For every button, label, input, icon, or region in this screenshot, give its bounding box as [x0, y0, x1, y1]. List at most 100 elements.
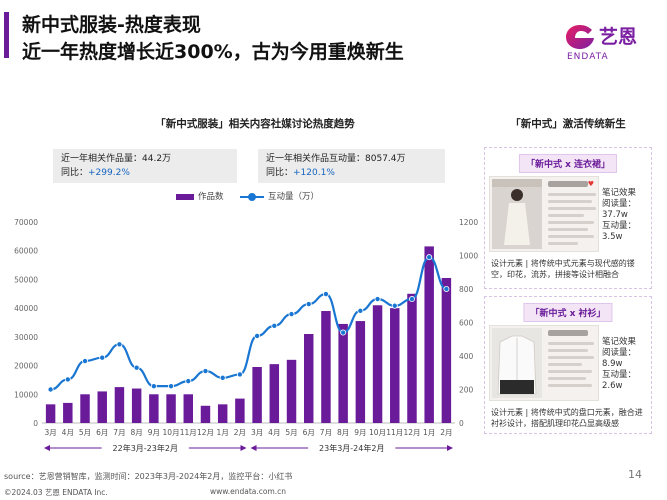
bar-mark [80, 394, 90, 423]
x-tick-label: 3月 [251, 428, 263, 437]
interaction-value: 3.5w [602, 232, 623, 242]
line-point [288, 311, 295, 318]
shirt-photo-icon [492, 328, 542, 398]
page-number: 14 [628, 468, 642, 481]
line-point [150, 383, 157, 390]
kpi-interaction-value: 8057.4万 [365, 154, 406, 164]
y-left-tick-label: 50000 [14, 275, 38, 284]
x-tick-label: 11月 [386, 428, 403, 437]
x-tick-label: 10月 [369, 428, 386, 437]
x-tick-label: 8月 [337, 428, 349, 437]
note-text-line [548, 349, 588, 352]
line-point [116, 341, 123, 348]
line-point [443, 286, 450, 293]
kpi-works-value: 44.2万 [142, 154, 172, 164]
note-text-line [548, 370, 592, 373]
interaction-label: 互动量： [602, 221, 637, 231]
line-point [426, 254, 433, 261]
y-left-tick-label: 20000 [14, 362, 38, 371]
endata-logo: 艺恩 ENDATA [563, 18, 663, 66]
card-tag: 「新中式 x 衬衫」 [523, 303, 613, 322]
stats-title: 笔记效果 [602, 188, 637, 198]
note-text-line [548, 242, 578, 245]
card-tag: 「新中式 x 连衣裙」 [518, 154, 618, 173]
bar-mark [321, 311, 331, 423]
note-text-line [548, 214, 584, 217]
x-tick-label: 1月 [423, 428, 435, 437]
legend-bar: 作品数 [176, 190, 224, 202]
line-point [357, 307, 364, 314]
logo-text-en: ENDATA [567, 52, 609, 62]
interaction-label: 互动量： [602, 370, 637, 380]
note-text-line [548, 356, 594, 359]
title-accent-bar [4, 12, 9, 58]
note-text-line [548, 228, 588, 231]
note-text-line [548, 363, 582, 366]
bar-mark [303, 333, 314, 423]
line-point [305, 301, 312, 308]
line-point [254, 332, 261, 339]
heart-icon: ♥ [587, 180, 594, 188]
bar-mark [131, 388, 142, 423]
x-tick-label: 2月 [440, 428, 452, 437]
bar-mark [390, 308, 400, 423]
line-point [374, 296, 381, 303]
line-point [340, 329, 347, 336]
x-tick-label: 1月 [217, 428, 229, 437]
line-point [408, 296, 415, 303]
note-text-line [548, 200, 592, 203]
bar-mark [424, 246, 434, 423]
side-card-dress: 「新中式 x 连衣裙」 ♥ 笔记效果 阅读量： 37.7w 互动量： 3.5w … [484, 147, 652, 289]
line-point [168, 383, 175, 390]
website-url: www.endata.com.cn [210, 487, 287, 496]
bar-mark [355, 321, 366, 423]
card-description: 设计元素 | 将传统中式元素与现代感的镂空，印花，流苏，拼接等设计相融合 [491, 259, 635, 279]
bar-mark [45, 404, 56, 423]
x-tick-label: 7月 [320, 428, 332, 437]
bar-mark [217, 404, 228, 423]
dress-photo-icon [492, 179, 542, 249]
bar-mark [441, 277, 452, 423]
kpi-works-yoy: +299.2% [88, 168, 130, 178]
bar-mark [200, 405, 211, 423]
bar-mark [286, 359, 297, 423]
period-arrow-right [240, 445, 247, 451]
x-tick-label: 7月 [113, 428, 125, 437]
y-left-tick-label: 70000 [14, 218, 38, 227]
legend-line-swatch [240, 192, 264, 202]
x-tick-label: 3月 [44, 428, 56, 437]
note-text-line [548, 235, 594, 238]
period-label: 23年3月-24年2月 [319, 443, 384, 453]
read-label: 阅读量： [602, 199, 637, 209]
page-title: 新中式服装-热度表现 [22, 14, 201, 36]
note-text-line [548, 342, 594, 345]
legend-bar-swatch [176, 193, 194, 200]
legend-line-label: 互动量（万） [268, 192, 320, 202]
x-tick-label: 12月 [403, 428, 420, 437]
legend-bar-label: 作品数 [198, 192, 224, 202]
line-series-path [50, 256, 447, 391]
x-tick-label: 4月 [62, 428, 74, 437]
y-left-tick-label: 0 [33, 419, 38, 428]
x-tick-label: 8月 [131, 428, 143, 437]
logo-text-cn: 艺恩 [599, 26, 638, 48]
y-right-tick-label: 1000 [459, 252, 478, 261]
note-header-line [548, 181, 588, 187]
read-value: 37.7w [602, 210, 628, 220]
line-point [47, 386, 54, 393]
y-right-tick-label: 0 [459, 419, 464, 428]
bar-mark [166, 394, 176, 423]
y-right-tick-label: 800 [459, 285, 474, 294]
copyright: ©2024.03 艺恩 ENDATA Inc. [4, 488, 108, 497]
chart-title: 「新中式服装」相关内容社媒讨论热度趋势 [155, 118, 355, 130]
line-point [219, 374, 226, 381]
y-right-tick-label: 1200 [459, 218, 478, 227]
side-card-shirt: 「新中式 x 衬衫」 笔记效果 阅读量： 8.9w 互动量： 2.6w 设计元素… [484, 296, 652, 434]
x-tick-label: 2月 [234, 428, 246, 437]
kpi-works-yoy-label: 同比： [61, 168, 89, 178]
y-left-tick-label: 40000 [14, 304, 38, 313]
y-left-tick-label: 10000 [14, 390, 38, 399]
bar-mark [114, 387, 125, 423]
note-text-line [548, 384, 592, 387]
card-description: 设计元素 | 将传统中式的盘口元素，融合进衬衫设计，搭配肌理印花凸显高级感 [491, 408, 643, 428]
